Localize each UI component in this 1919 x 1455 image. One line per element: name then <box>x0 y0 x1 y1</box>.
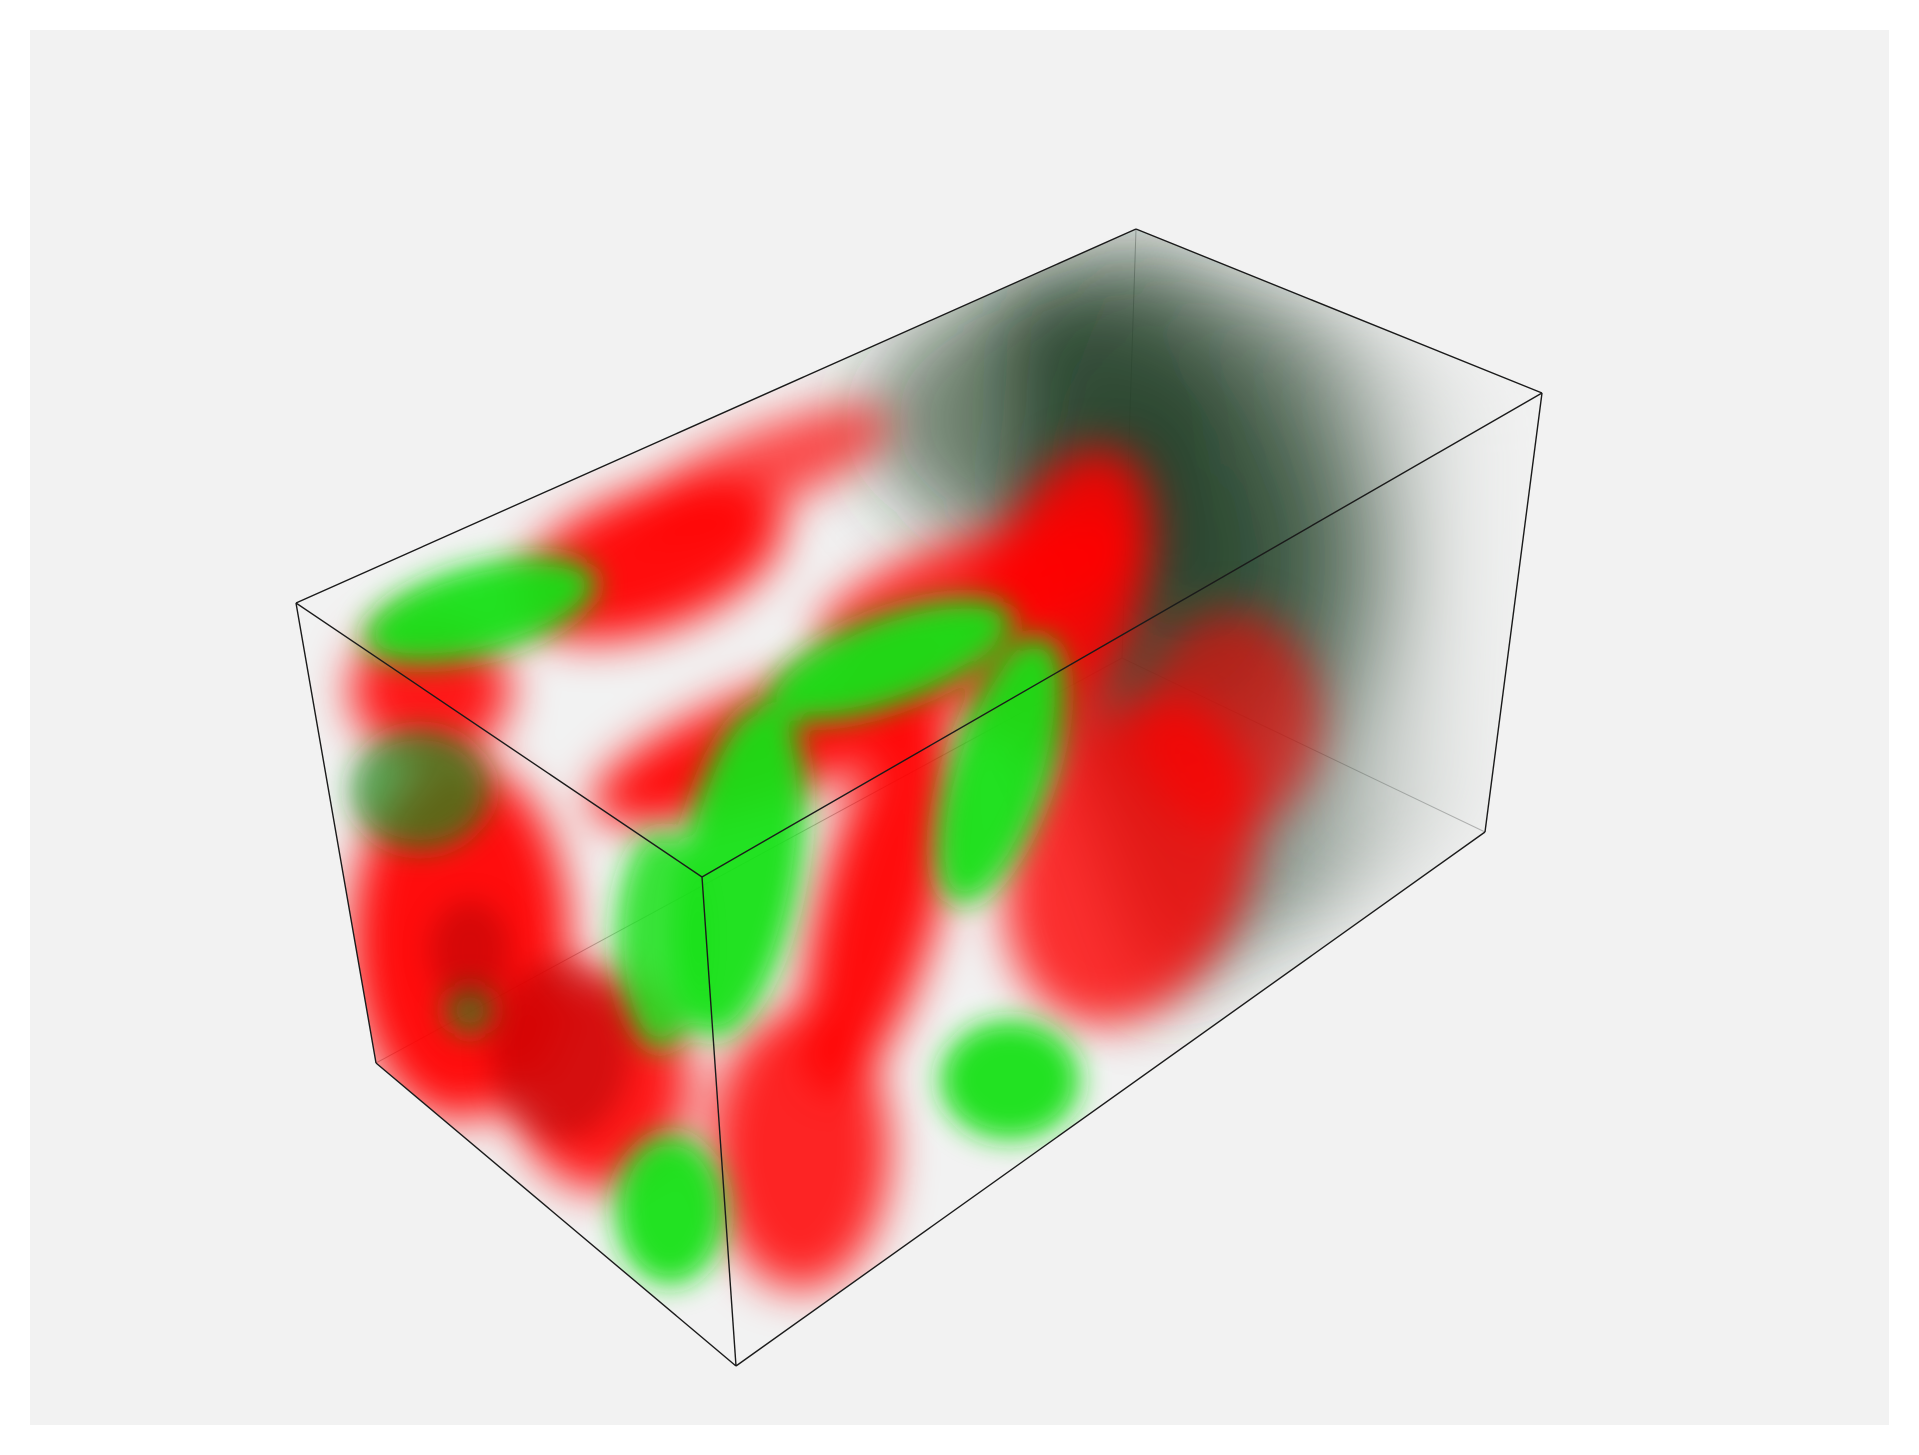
volume-density <box>350 240 1540 1290</box>
render-viewport[interactable] <box>30 30 1889 1425</box>
bounding-box <box>295 228 1543 1367</box>
box-edge-front-vertical <box>701 876 737 1367</box>
box-edge-top-right <box>1135 228 1543 394</box>
box-edge-top-front <box>295 602 703 878</box>
box-edge-top-back <box>295 228 1137 604</box>
box-edge-bottom-right <box>735 831 1486 1367</box>
box-edge-right-vertical <box>1484 392 1543 833</box>
box-edge-bottom-left <box>375 1062 737 1367</box>
box-edge-left-vertical <box>295 602 377 1064</box>
box-edge-top-diagonal <box>701 392 1543 878</box>
